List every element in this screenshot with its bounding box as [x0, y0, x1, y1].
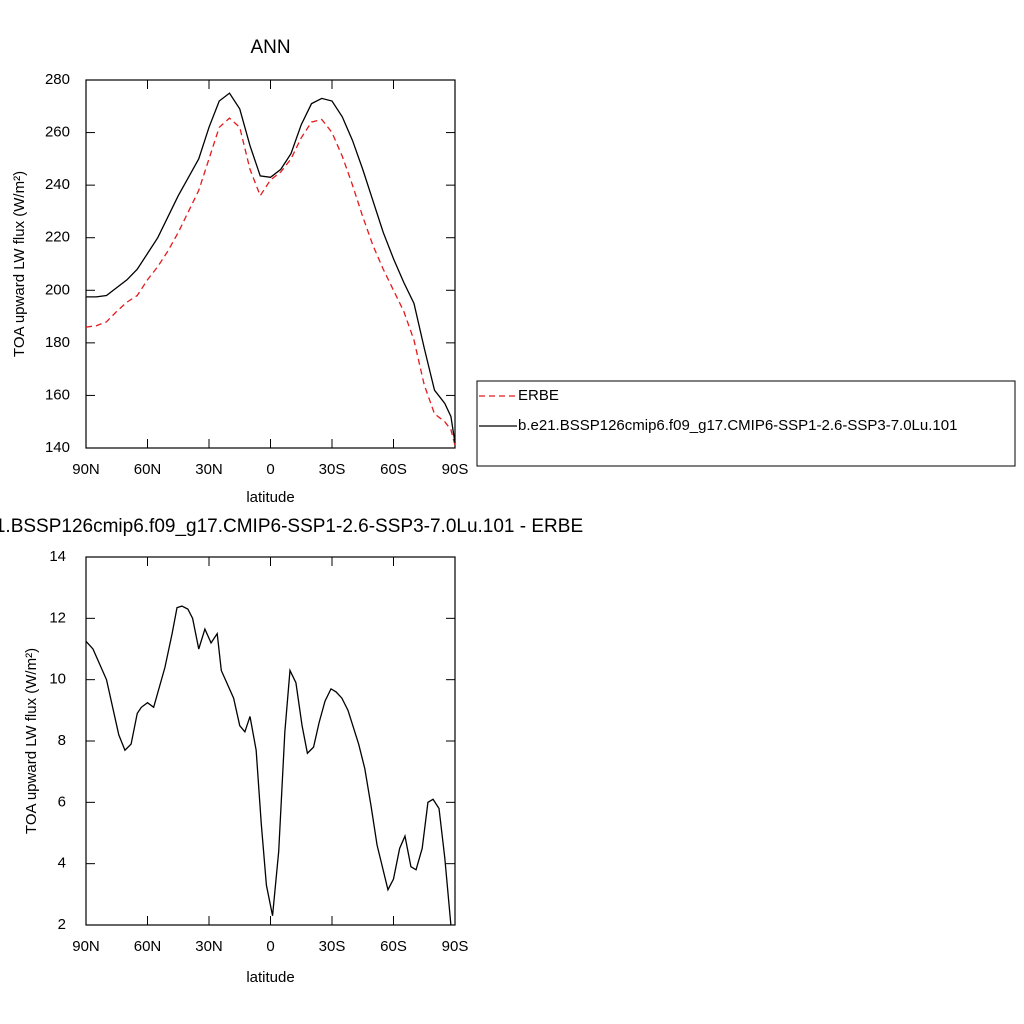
legend-box — [476, 380, 1016, 467]
y-tick-label: 280 — [45, 71, 70, 88]
y-tick-label: 140 — [45, 439, 70, 456]
y-tick-label: 160 — [45, 386, 70, 403]
y-tick-label: 4 — [58, 855, 66, 872]
y-tick-label: 2 — [58, 916, 66, 933]
y-tick-label: 12 — [49, 609, 66, 626]
x-tick-label: 30N — [195, 938, 223, 955]
legend-label: b.e21.BSSP126cmip6.f09_g17.CMIP6-SSP1-2.… — [518, 417, 957, 434]
data-line — [85, 117, 456, 446]
y-tick-label: 220 — [45, 229, 70, 246]
x-tick-label: 0 — [266, 461, 274, 478]
y-tick-label: 260 — [45, 124, 70, 141]
chart-title: ANN — [250, 37, 290, 58]
x-tick-label: 60N — [134, 938, 162, 955]
y-tick-label: 8 — [58, 732, 66, 749]
x-tick-label: 60S — [380, 461, 407, 478]
x-axis-label: latitude — [246, 489, 294, 506]
y-tick-label: 6 — [58, 793, 66, 810]
y-tick-label: 200 — [45, 281, 70, 298]
x-tick-label: 90N — [72, 461, 100, 478]
x-tick-label: 0 — [266, 938, 274, 955]
y-tick-label: 10 — [49, 671, 66, 688]
plot-frame — [85, 556, 456, 926]
y-axis-label: TOA upward LW flux (W/m²) — [23, 648, 40, 834]
x-tick-label: 60S — [380, 938, 407, 955]
y-tick-label: 240 — [45, 176, 70, 193]
x-tick-label: 90S — [442, 461, 469, 478]
x-tick-label: 30S — [319, 938, 346, 955]
x-tick-label: 30S — [319, 461, 346, 478]
x-tick-label: 90S — [442, 938, 469, 955]
data-line — [86, 92, 456, 443]
x-tick-label: 30N — [195, 461, 223, 478]
x-tick-label: 60N — [134, 461, 162, 478]
chart-title: b.e21.BSSP126cmip6.f09_g17.CMIP6-SSP1-2.… — [0, 516, 583, 537]
y-axis-label: TOA upward LW flux (W/m²) — [11, 171, 28, 357]
y-tick-label: 180 — [45, 334, 70, 351]
data-line — [85, 605, 452, 926]
x-tick-label: 90N — [72, 938, 100, 955]
y-tick-label: 14 — [49, 548, 66, 565]
legend-label: ERBE — [518, 387, 559, 404]
x-axis-label: latitude — [246, 969, 294, 986]
